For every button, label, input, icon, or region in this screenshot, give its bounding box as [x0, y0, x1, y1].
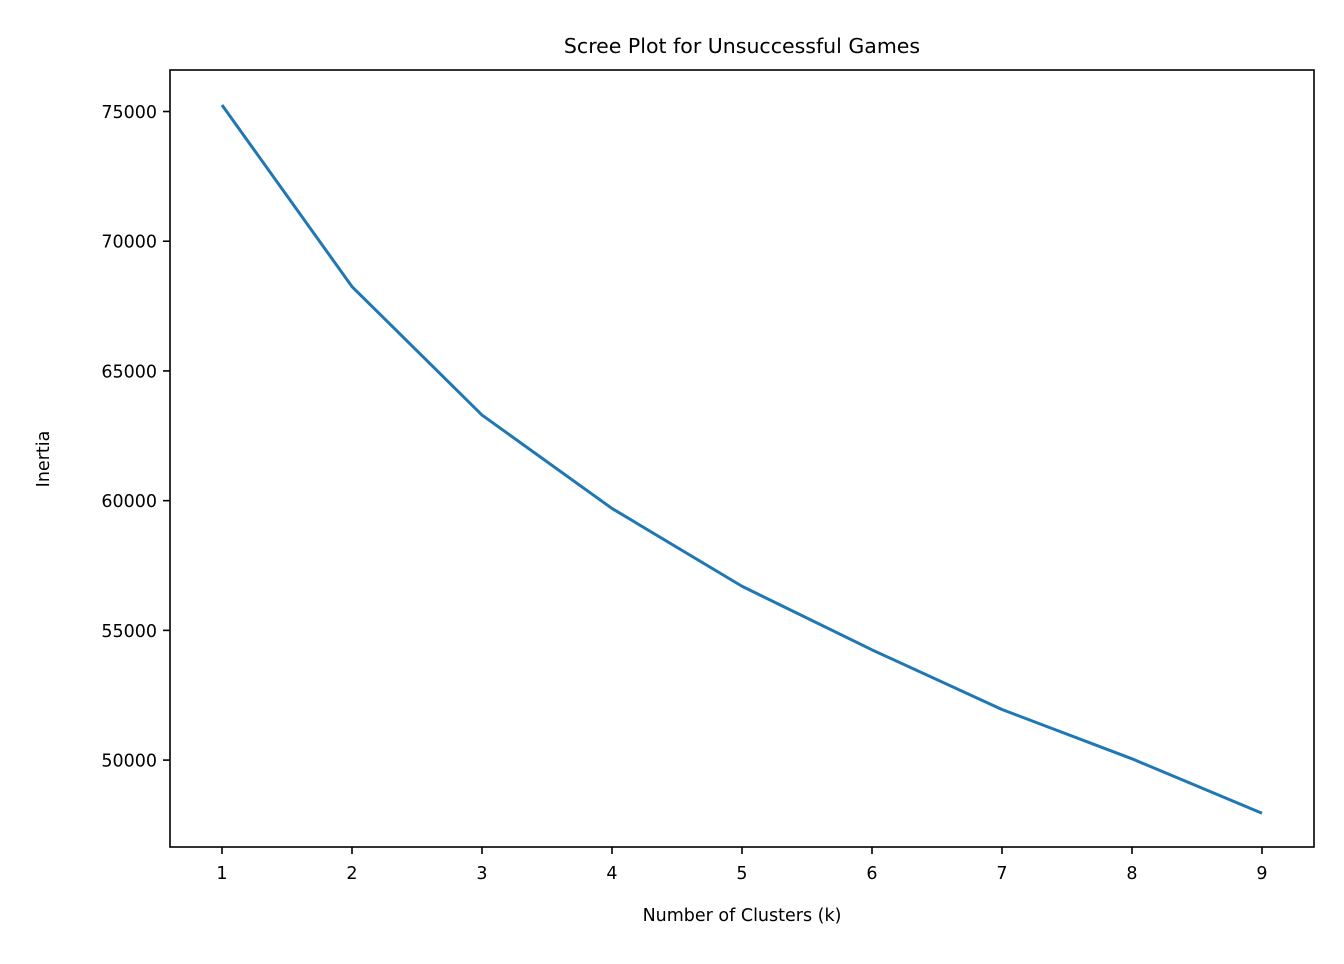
x-tick-label: 9	[1256, 864, 1267, 884]
y-tick-label: 70000	[101, 233, 157, 253]
y-tick-label: 60000	[101, 492, 157, 512]
chart-title: Scree Plot for Unsuccessful Games	[564, 34, 920, 58]
y-axis-label: Inertia	[34, 431, 54, 488]
x-tick-label: 1	[216, 864, 227, 884]
y-tick-label: 55000	[101, 622, 157, 642]
x-tick-label: 6	[866, 864, 877, 884]
x-tick-label: 4	[606, 864, 617, 884]
y-tick-label: 75000	[101, 103, 157, 123]
x-tick-label: 7	[996, 864, 1007, 884]
y-tick-label: 50000	[101, 752, 157, 772]
x-axis-label: Number of Clusters (k)	[643, 906, 842, 926]
plot-area	[220, 104, 1263, 815]
plot-frame	[169, 69, 1315, 848]
x-tick-label: 8	[1126, 864, 1137, 884]
x-axis-ticks: 1 2 3 4 5 6 7 8 9	[216, 847, 1268, 884]
series-line-1	[220, 104, 1263, 815]
y-tick-label: 65000	[101, 362, 157, 382]
y-axis-ticks: 50000 55000 60000 65000 70000 75000	[101, 103, 170, 772]
x-tick-label: 5	[736, 864, 747, 884]
x-tick-label: 3	[476, 864, 487, 884]
x-tick-label: 2	[346, 864, 357, 884]
